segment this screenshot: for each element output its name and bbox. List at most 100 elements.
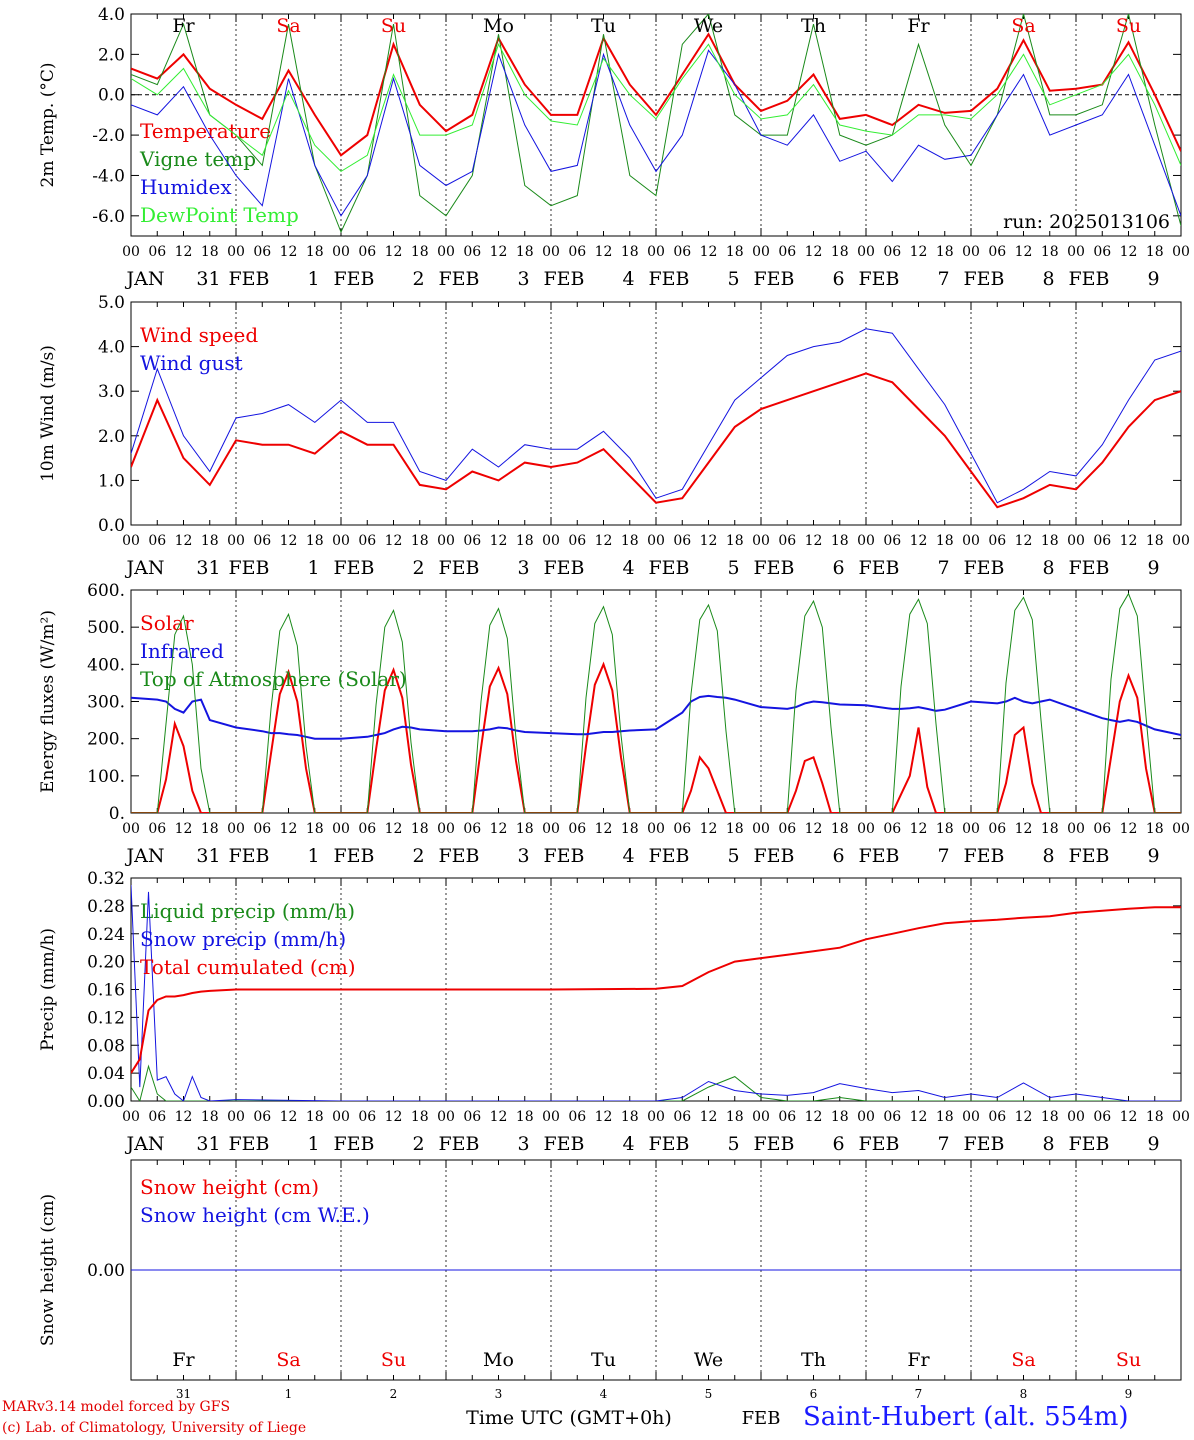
date-day-label: 7	[937, 557, 949, 579]
day-name-top: Sa	[276, 15, 300, 37]
hour-tick-label: 00	[962, 244, 980, 260]
hour-tick-label: 12	[700, 821, 718, 837]
legend-entry: Total cumulated (cm)	[140, 955, 356, 979]
hour-tick-label: 18	[726, 1109, 744, 1125]
credit-line-lab: (c) Lab. of Climatology, University of L…	[2, 1420, 307, 1436]
series-line-wind-1	[131, 328, 1181, 504]
hour-tick-label: 18	[201, 821, 219, 837]
hour-tick-label: 12	[1120, 244, 1138, 260]
hour-tick-label: 00	[227, 244, 245, 260]
hour-tick-label: 18	[516, 533, 534, 549]
hour-tick-label: 18	[411, 533, 429, 549]
date-month-label: FEB	[438, 268, 479, 290]
day-name-top: Sa	[1011, 15, 1035, 37]
hour-tick-label: 18	[306, 533, 324, 549]
hour-tick-label: 06	[568, 821, 586, 837]
y-tick-label: 0.32	[87, 869, 125, 889]
y-tick-label: 4.0	[98, 338, 125, 358]
footer-month-label: FEB	[742, 1408, 781, 1429]
hour-tick-label: 00	[857, 533, 875, 549]
date-day-label: 31	[196, 845, 220, 867]
hour-tick-label: 12	[385, 244, 403, 260]
hour-tick-label: 00	[1172, 1109, 1190, 1125]
series-line-energy-0	[131, 661, 1181, 813]
date-day-label: 2	[412, 268, 424, 290]
hour-tick-label: 00	[332, 533, 350, 549]
hour-tick-label: 12	[595, 1109, 613, 1125]
hour-tick-label: 18	[516, 821, 534, 837]
date-month-label: FEB	[438, 845, 479, 867]
y-tick-label: 0.0	[98, 86, 125, 106]
hour-tick-label: 06	[673, 533, 691, 549]
date-day-label: 9	[1147, 845, 1159, 867]
hour-tick-label: 06	[253, 533, 271, 549]
hour-tick-label: 18	[1041, 244, 1059, 260]
hour-tick-label: 12	[280, 244, 298, 260]
date-month-label: FEB	[858, 845, 899, 867]
hour-tick-label: 06	[778, 821, 796, 837]
hour-tick-label: 00	[1067, 533, 1085, 549]
hour-tick-label: 06	[463, 821, 481, 837]
hour-tick-label: 12	[910, 244, 928, 260]
hour-tick-label: 18	[1041, 1109, 1059, 1125]
hour-tick-label: 12	[1120, 1109, 1138, 1125]
date-day-label: 8	[1042, 1133, 1054, 1155]
hour-tick-label: 06	[883, 1109, 901, 1125]
hour-tick-label: 00	[122, 821, 140, 837]
hour-tick-label: 12	[910, 1109, 928, 1125]
y-tick-label: 0.00	[87, 1092, 125, 1112]
hour-tick-label: 06	[883, 244, 901, 260]
hour-tick-label: 18	[936, 244, 954, 260]
hour-tick-label: 00	[752, 244, 770, 260]
date-month-label: FEB	[858, 268, 899, 290]
hour-tick-label: 18	[1146, 821, 1164, 837]
date-month-label: JAN	[125, 1133, 165, 1155]
hour-tick-label: 18	[936, 533, 954, 549]
day-name-top: Mo	[483, 15, 514, 37]
date-day-label: 4	[622, 845, 634, 867]
hour-tick-label: 18	[306, 1109, 324, 1125]
y-tick-label: 0.00	[87, 1261, 125, 1281]
hour-tick-label: 00	[752, 1109, 770, 1125]
hour-tick-label: 00	[437, 533, 455, 549]
y-axis-title: Precip (mm/h)	[38, 928, 58, 1051]
date-day-label: 1	[307, 557, 319, 579]
hour-tick-label: 12	[1015, 244, 1033, 260]
hour-tick-label: 18	[201, 244, 219, 260]
series-line-precip-1	[131, 884, 1181, 1101]
date-day-label: 3	[517, 268, 529, 290]
y-tick-label: 2.0	[98, 45, 125, 65]
credit-line-model: MARv3.14 model forced by GFS	[2, 1399, 231, 1415]
hour-tick-label: 18	[1041, 821, 1059, 837]
legend-entry: Temperature	[140, 119, 271, 143]
hour-tick-label: 06	[358, 533, 376, 549]
hour-tick-label: 06	[988, 244, 1006, 260]
day-name-top: Fr	[172, 15, 195, 37]
day-name-bottom: Fr	[172, 1349, 195, 1371]
hour-tick-label: 00	[332, 821, 350, 837]
date-day-label: 6	[832, 557, 844, 579]
hour-tick-label: 00	[1067, 821, 1085, 837]
hour-tick-label: 06	[673, 244, 691, 260]
hour-tick-label: 12	[1015, 821, 1033, 837]
date-day-label: 5	[727, 268, 739, 290]
hour-tick-label: 06	[988, 821, 1006, 837]
hour-tick-label: 06	[358, 1109, 376, 1125]
date-day-label: 6	[832, 1133, 844, 1155]
legend-entry: Snow height (cm W.E.)	[140, 1203, 370, 1227]
hour-tick-label: 12	[385, 821, 403, 837]
x-axis-title: Time UTC (GMT+0h)	[466, 1407, 672, 1429]
legend-entry: Snow precip (mm/h)	[140, 927, 346, 951]
hour-tick-label: 12	[700, 244, 718, 260]
hour-tick-label: 06	[568, 1109, 586, 1125]
hour-tick-label: 18	[516, 1109, 534, 1125]
panel-energy: 0. 100. 200. 300. 400. 500. 600. Energy fluxes …	[38, 581, 1190, 867]
panel-wind: 0.0 1.0 2.0 3.0 4.0 5.0 10m Wind (m/s) Wind spe…	[38, 293, 1190, 579]
y-tick-label: 0.16	[87, 981, 125, 1001]
date-month-label: FEB	[753, 1133, 794, 1155]
date-day-label: 3	[517, 1133, 529, 1155]
date-month-label: FEB	[963, 557, 1004, 579]
hour-tick-label: 06	[778, 244, 796, 260]
day-name-bottom: Mo	[483, 1349, 514, 1371]
